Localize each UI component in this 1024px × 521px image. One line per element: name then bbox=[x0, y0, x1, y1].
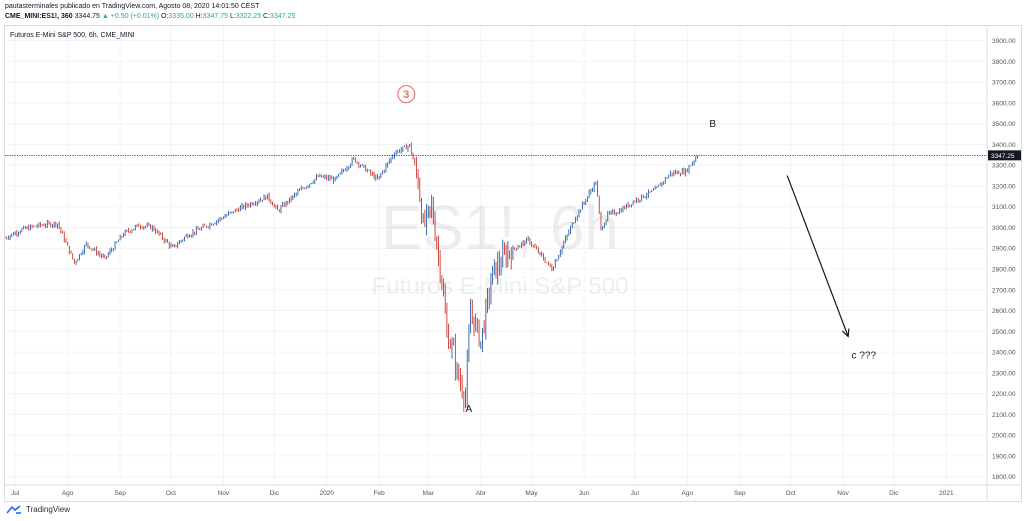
grid-lines bbox=[5, 26, 987, 485]
y-tick-label: 1800.00 bbox=[992, 474, 1016, 481]
high-label: H: bbox=[195, 13, 203, 20]
price-chart[interactable]: 3900.00 3800.00 3700.00 3600.00 3500.00 3400.… bbox=[5, 26, 1021, 501]
wave-label: A bbox=[466, 404, 473, 415]
close-label: C: bbox=[263, 13, 271, 20]
x-tick-label: Ago bbox=[682, 490, 694, 497]
y-tick-label: 2600.00 bbox=[992, 308, 1016, 315]
last-price-label: 3347.25 bbox=[991, 153, 1015, 160]
x-tick-label: Oct bbox=[786, 490, 796, 497]
price-change: +0.50 (+0.01%) bbox=[110, 13, 160, 20]
y-tick-label: 2300.00 bbox=[992, 370, 1016, 377]
y-tick-label: 2800.00 bbox=[992, 267, 1016, 274]
x-tick-label: Mar bbox=[423, 490, 435, 497]
watermark-symbol: ES1!, 6h bbox=[381, 194, 619, 263]
y-tick-label: 1900.00 bbox=[992, 453, 1016, 460]
up-arrow-icon: ▲ bbox=[101, 13, 109, 20]
x-tick-label: Jul bbox=[11, 490, 20, 497]
chart-header: pautasterminales publicado en TradingVie… bbox=[5, 2, 295, 22]
y-tick-label: 3700.00 bbox=[992, 80, 1016, 87]
x-tick-label: Nov bbox=[218, 490, 230, 497]
x-tick-label: Sep bbox=[734, 490, 746, 497]
x-tick-label: Ago bbox=[62, 490, 74, 497]
x-tick-label: Dic bbox=[270, 490, 280, 497]
y-tick-label: 3000.00 bbox=[992, 225, 1016, 232]
chart-title: Futuros E-Mini S&P 500, 6h, CME_MINI bbox=[10, 32, 135, 39]
x-tick-label: 2020 bbox=[319, 490, 334, 497]
y-tick-label: 3100.00 bbox=[992, 204, 1016, 211]
y-tick-label: 3400.00 bbox=[992, 142, 1016, 149]
open-value: 3335.00 bbox=[168, 13, 194, 20]
high-value: 3347.75 bbox=[202, 13, 228, 20]
wave-label: B bbox=[709, 119, 716, 130]
x-tick-label: Nov bbox=[837, 490, 849, 497]
x-tick-label: 2021 bbox=[939, 490, 954, 497]
price-bars bbox=[5, 142, 698, 412]
symbol-label[interactable]: CME_MINI:ES1!, 360 bbox=[5, 13, 73, 20]
footer: TradingView bbox=[6, 505, 70, 514]
publisher-line: pautasterminales publicado en TradingVie… bbox=[5, 3, 260, 10]
x-tick-label: Feb bbox=[374, 490, 386, 497]
y-tick-label: 2500.00 bbox=[992, 329, 1016, 336]
x-tick-label: Sep bbox=[114, 490, 126, 497]
last-price: 3344.75 bbox=[74, 13, 100, 20]
x-tick-label: Oct bbox=[166, 490, 176, 497]
wave-label: 3 bbox=[403, 89, 409, 101]
x-tick-label: Abr bbox=[476, 490, 487, 497]
wave-circle bbox=[397, 85, 416, 104]
y-tick-label: 3300.00 bbox=[992, 163, 1016, 170]
low-value: 3322.25 bbox=[235, 13, 262, 20]
projection-arrow-line bbox=[786, 175, 849, 337]
y-tick-label: 3600.00 bbox=[992, 100, 1016, 107]
y-tick-label: 3200.00 bbox=[992, 183, 1016, 190]
watermark-name: Futuros E-Mini S&P 500 bbox=[371, 273, 628, 300]
y-tick-label: 2000.00 bbox=[992, 433, 1016, 440]
x-tick-label: Jun bbox=[579, 490, 590, 497]
x-tick-label: Jul bbox=[631, 490, 640, 497]
y-tick-label: 3800.00 bbox=[992, 59, 1016, 66]
chart-frame[interactable]: 3900.00 3800.00 3700.00 3600.00 3500.00 3400.… bbox=[4, 25, 1022, 502]
tradingview-logo-icon[interactable] bbox=[6, 505, 22, 514]
y-tick-label: 2100.00 bbox=[992, 412, 1016, 419]
low-label: L: bbox=[229, 13, 236, 20]
open-label: O: bbox=[161, 13, 169, 20]
y-tick-label: 2700.00 bbox=[992, 287, 1016, 294]
wave-label: c ??? bbox=[852, 350, 877, 361]
x-tick-label: May bbox=[525, 490, 538, 497]
y-tick-label: 3900.00 bbox=[992, 38, 1016, 45]
symbol-quote-line: CME_MINI:ES1!, 360 3344.75 ▲ +0.50 (+0.0… bbox=[5, 12, 295, 22]
y-tick-label: 2900.00 bbox=[992, 246, 1016, 253]
tradingview-brand[interactable]: TradingView bbox=[26, 505, 71, 514]
y-tick-label: 2400.00 bbox=[992, 350, 1016, 357]
close-value: 3347.25 bbox=[270, 13, 296, 20]
projection-arrow-head bbox=[841, 328, 850, 338]
last-price-tag bbox=[988, 150, 1021, 161]
y-tick-label: 3500.00 bbox=[992, 121, 1016, 128]
y-tick-label: 2200.00 bbox=[992, 391, 1016, 398]
x-tick-label: Dic bbox=[889, 490, 899, 497]
